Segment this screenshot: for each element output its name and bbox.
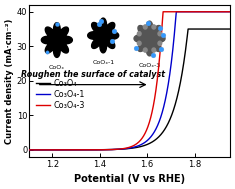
Co₃O₄	[27, 149, 30, 151]
Co₃O₄-3	[120, 148, 123, 150]
Co₃O₄-3	[223, 11, 226, 13]
Co₃O₄	[223, 28, 226, 30]
Co₃O₄-3	[162, 11, 164, 13]
Co₃O₄	[187, 28, 189, 30]
Co₃O₄	[120, 148, 123, 150]
Line: Co₃O₄-3: Co₃O₄-3	[29, 12, 230, 150]
Text: CoOₓ-1: CoOₓ-1	[92, 60, 114, 65]
Line: Co₃O₄: Co₃O₄	[29, 29, 230, 150]
Co₃O₄-3	[223, 11, 226, 13]
Co₃O₄-1	[27, 149, 30, 151]
Co₃O₄-3	[125, 147, 128, 149]
Co₃O₄-3	[27, 149, 30, 151]
Co₃O₄-1	[120, 148, 123, 150]
Co₃O₄-3	[38, 149, 40, 151]
Co₃O₄-1	[125, 147, 128, 150]
Co₃O₄-3	[229, 11, 231, 13]
Text: CoOₓ-3: CoOₓ-3	[138, 63, 161, 68]
Y-axis label: Current density (mA·cm⁻²): Current density (mA·cm⁻²)	[5, 18, 14, 143]
X-axis label: Potential (V vs RHE): Potential (V vs RHE)	[74, 174, 185, 184]
Co₃O₄-1	[38, 149, 40, 151]
Co₃O₄-3	[186, 11, 189, 13]
Co₃O₄	[186, 35, 189, 37]
Co₃O₄-1	[223, 11, 226, 13]
Co₃O₄-1	[175, 11, 178, 13]
Co₃O₄-1	[186, 11, 189, 13]
Co₃O₄-1	[229, 11, 231, 13]
Co₃O₄	[229, 28, 231, 30]
Line: Co₃O₄-1: Co₃O₄-1	[29, 12, 230, 150]
Text: Roughen the surface of catalyst: Roughen the surface of catalyst	[21, 70, 165, 79]
Co₃O₄	[125, 148, 128, 150]
Co₃O₄	[38, 149, 40, 151]
Legend: Co₃O₄, Co₃O₄-1, Co₃O₄-3: Co₃O₄, Co₃O₄-1, Co₃O₄-3	[33, 76, 88, 113]
Co₃O₄-1	[223, 11, 226, 13]
Text: CoOₓ: CoOₓ	[49, 65, 65, 70]
Co₃O₄	[223, 28, 226, 30]
